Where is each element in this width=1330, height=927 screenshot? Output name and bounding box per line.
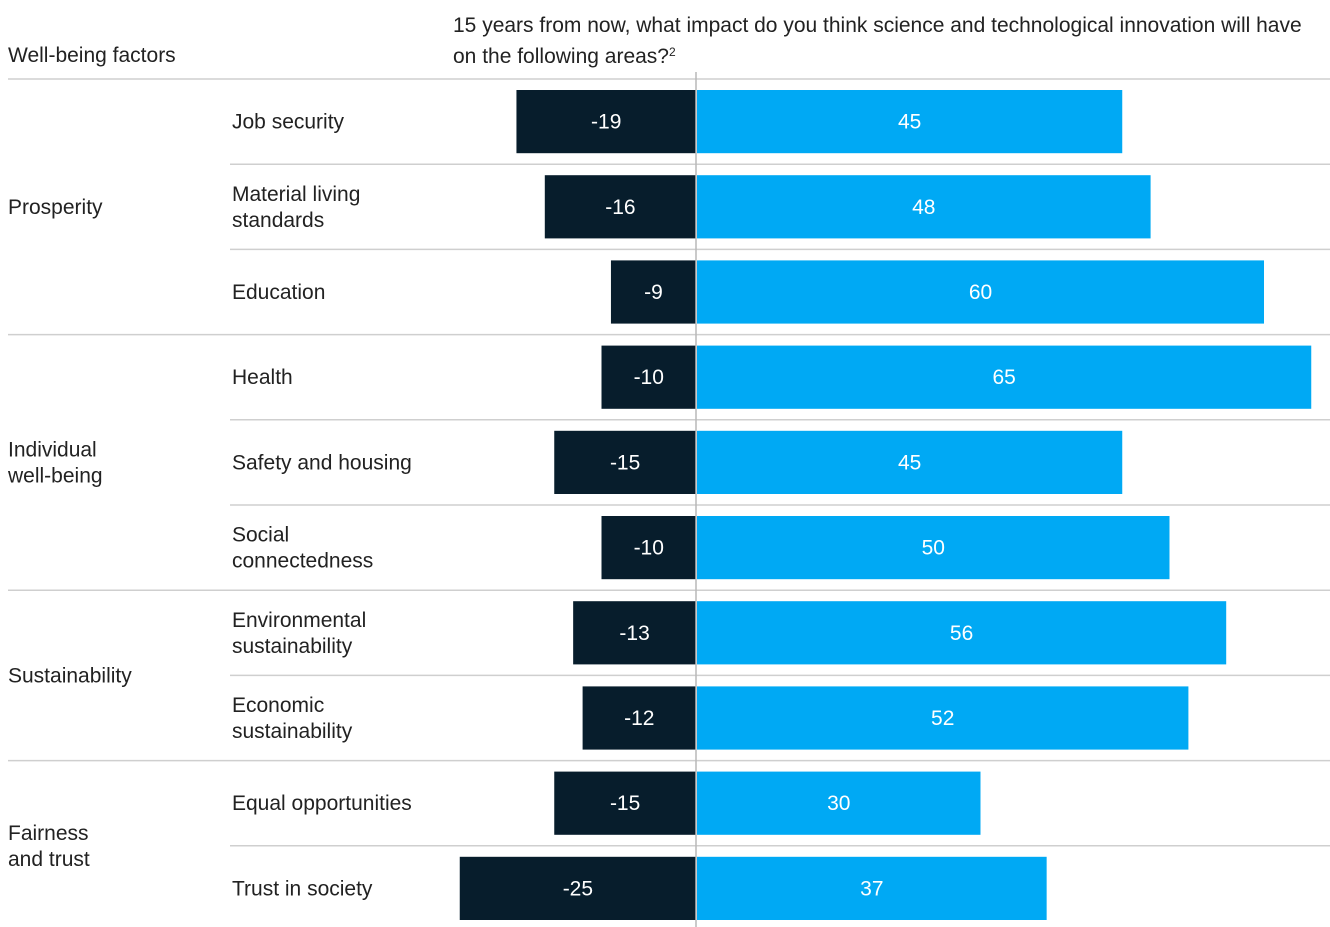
positive-value-label: 48	[912, 196, 935, 219]
category-label-line: Economic	[232, 694, 324, 717]
category-label: Equal opportunities	[232, 792, 412, 815]
category-label-line: sustainability	[232, 635, 353, 658]
negative-value-label: -15	[610, 451, 640, 474]
negative-bar	[601, 516, 696, 580]
category-label-line: Safety and housing	[232, 451, 412, 474]
group-label-line: Fairness	[8, 822, 89, 845]
positive-value-label: 37	[860, 877, 883, 900]
negative-bar	[582, 686, 696, 750]
category-label: Economic sustainability	[232, 694, 353, 743]
positive-value-label: 65	[992, 366, 1015, 389]
negative-bar	[554, 771, 696, 835]
negative-value-label: -9	[644, 281, 663, 304]
positive-bar	[697, 516, 1170, 580]
negative-value-label: -10	[634, 537, 664, 560]
category-label-line: Material living	[232, 183, 360, 206]
negative-value-label: -10	[634, 366, 664, 389]
question-text: 15 years from now, what impact do you th…	[453, 14, 1302, 68]
category-label: Safety and housing	[232, 451, 412, 474]
category-label: Health	[232, 366, 293, 389]
group-label: Prosperity	[8, 196, 103, 219]
positive-value-label: 60	[969, 281, 992, 304]
positive-bar	[697, 260, 1264, 324]
footnote-marker: 2	[668, 45, 676, 59]
positive-bar	[697, 771, 981, 835]
chart-question-title: 15 years from now, what impact do you th…	[453, 13, 1323, 70]
negative-bar	[610, 260, 696, 324]
category-label-line: standards	[232, 209, 324, 232]
category-label: Job security	[232, 111, 345, 134]
positive-value-label: 56	[950, 622, 973, 645]
group-label-line: Individual	[8, 438, 97, 461]
positive-value-label: 30	[827, 792, 850, 815]
negative-bar	[459, 856, 696, 920]
category-label-line: Equal opportunities	[232, 792, 412, 815]
positive-bar	[697, 90, 1123, 154]
negative-value-label: -12	[624, 707, 654, 730]
category-label-line: sustainability	[232, 720, 353, 743]
positive-bar	[697, 686, 1189, 750]
positive-bar	[697, 175, 1151, 239]
negative-bar	[544, 175, 696, 239]
category-label-line: Environmental	[232, 609, 366, 632]
category-label-line: Job security	[232, 111, 345, 134]
category-label: Education	[232, 281, 325, 304]
group-label: Fairness and trust	[8, 822, 90, 871]
category-label: Environmental sustainability	[232, 609, 366, 658]
category-label-line: Health	[232, 366, 293, 389]
negative-value-label: -25	[563, 877, 593, 900]
group-label: Sustainability	[8, 664, 132, 687]
negative-value-label: -16	[605, 196, 635, 219]
positive-bar	[697, 345, 1312, 409]
group-label-line: Sustainability	[8, 664, 132, 687]
group-label-line: Prosperity	[8, 196, 103, 219]
positive-value-label: 50	[922, 537, 945, 560]
negative-value-label: -19	[591, 111, 621, 134]
category-label: Material living standards	[232, 183, 360, 232]
positive-bar	[697, 601, 1227, 665]
negative-bar	[573, 601, 696, 665]
positive-bar	[697, 856, 1047, 920]
negative-value-label: -15	[610, 792, 640, 815]
group-column-header: Well-being factors	[8, 44, 176, 67]
negative-bar	[601, 345, 696, 409]
positive-bar	[697, 430, 1123, 494]
positive-value-label: 52	[931, 707, 954, 730]
category-label: Social connectedness	[232, 524, 373, 573]
group-label: Individual well-being	[7, 438, 103, 487]
category-label-line: Social	[232, 524, 289, 547]
group-label-line: and trust	[8, 848, 90, 871]
group-label-line: well-being	[7, 464, 103, 487]
negative-value-label: -13	[619, 622, 649, 645]
positive-value-label: 45	[898, 451, 921, 474]
positive-value-label: 45	[898, 111, 921, 134]
category-label-line: connectedness	[232, 550, 373, 573]
category-label: Trust in society	[232, 877, 373, 900]
negative-bar	[554, 430, 696, 494]
category-label-line: Trust in society	[232, 877, 373, 900]
negative-bar	[516, 90, 696, 154]
category-label-line: Education	[232, 281, 325, 304]
